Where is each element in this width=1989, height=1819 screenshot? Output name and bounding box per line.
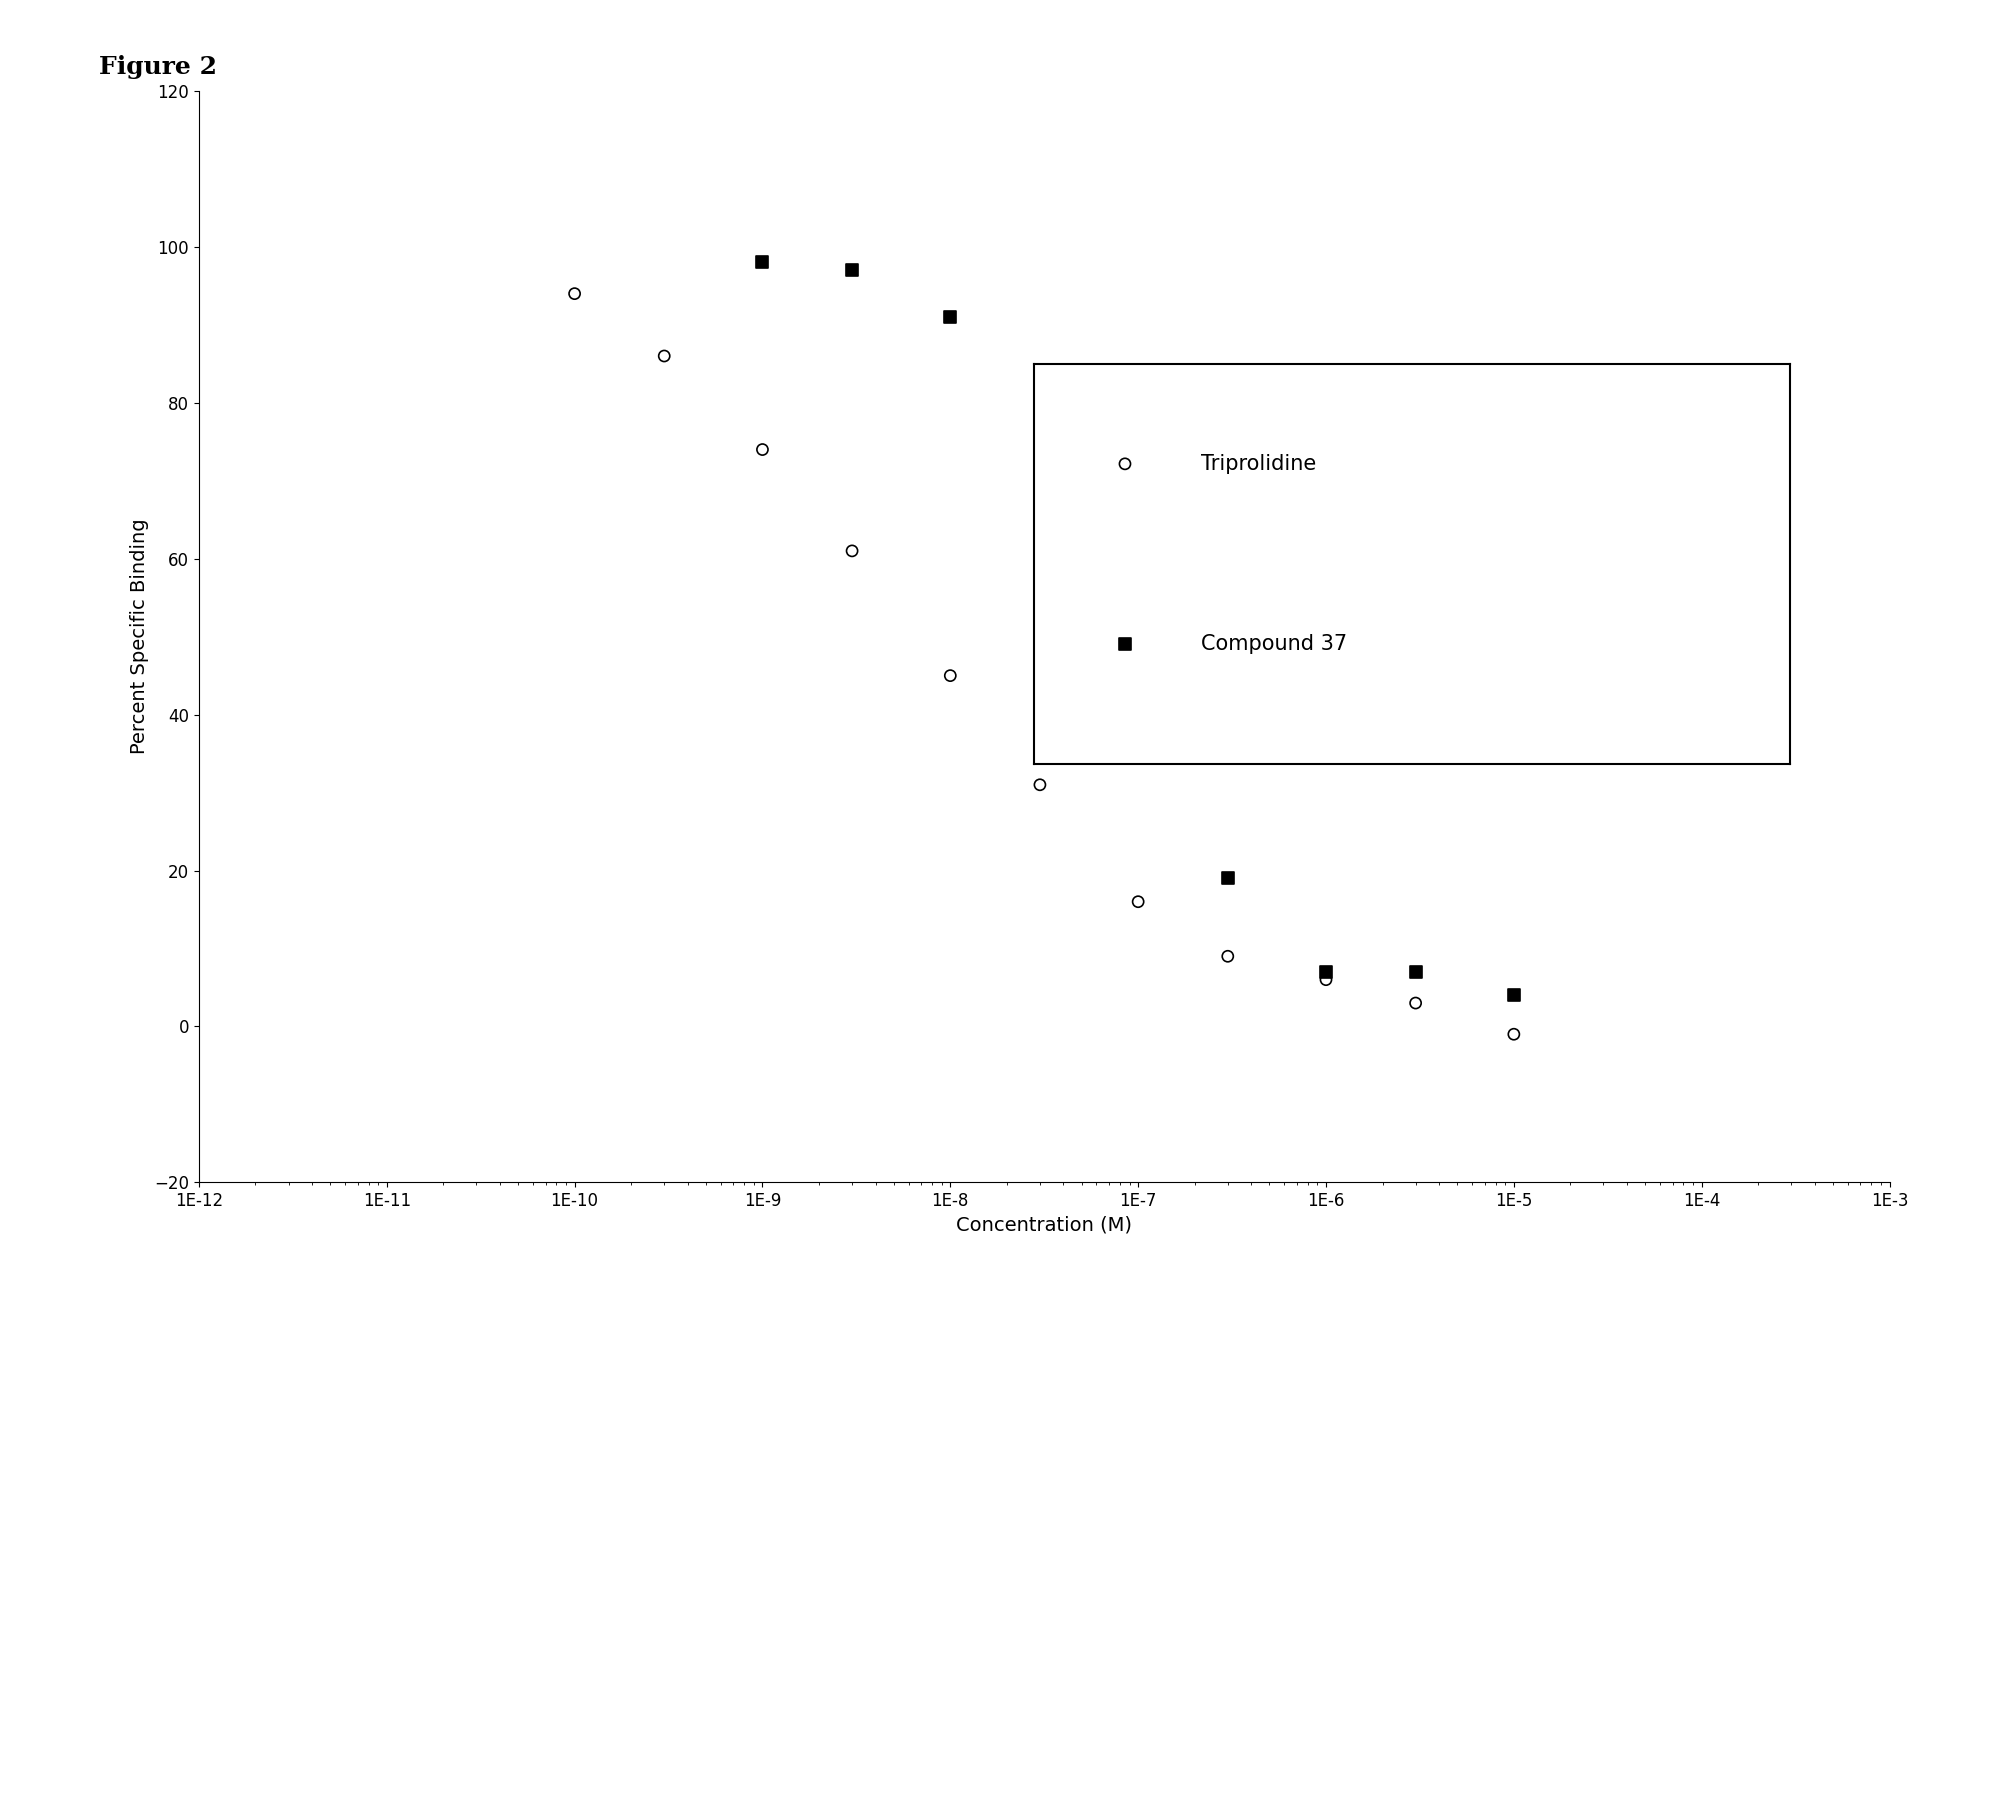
- Point: [1498, 1020, 1530, 1050]
- X-axis label: Concentration (M): Concentration (M): [957, 1215, 1132, 1235]
- Text: Triprolidine: Triprolidine: [1201, 455, 1317, 473]
- Point: [1122, 708, 1154, 737]
- Y-axis label: Percent Specific Binding: Percent Specific Binding: [129, 518, 149, 755]
- Point: [746, 435, 778, 464]
- Point: [835, 537, 867, 566]
- Text: Compound 37: Compound 37: [1201, 635, 1347, 653]
- Point: [1110, 449, 1142, 478]
- Point: [1400, 957, 1432, 986]
- Point: [1110, 629, 1142, 658]
- Point: [935, 302, 967, 331]
- Point: [835, 256, 867, 286]
- Point: [1400, 988, 1432, 1017]
- Point: [648, 342, 680, 371]
- Point: [559, 278, 591, 307]
- Point: [1211, 864, 1243, 893]
- Point: [1122, 888, 1154, 917]
- Text: Figure 2: Figure 2: [99, 55, 217, 78]
- Point: [1024, 769, 1056, 799]
- Point: [1311, 957, 1343, 986]
- Point: [746, 247, 778, 276]
- Point: [1311, 966, 1343, 995]
- Point: [1498, 980, 1530, 1010]
- Point: [1211, 942, 1243, 971]
- Point: [935, 660, 967, 689]
- Point: [1024, 466, 1056, 495]
